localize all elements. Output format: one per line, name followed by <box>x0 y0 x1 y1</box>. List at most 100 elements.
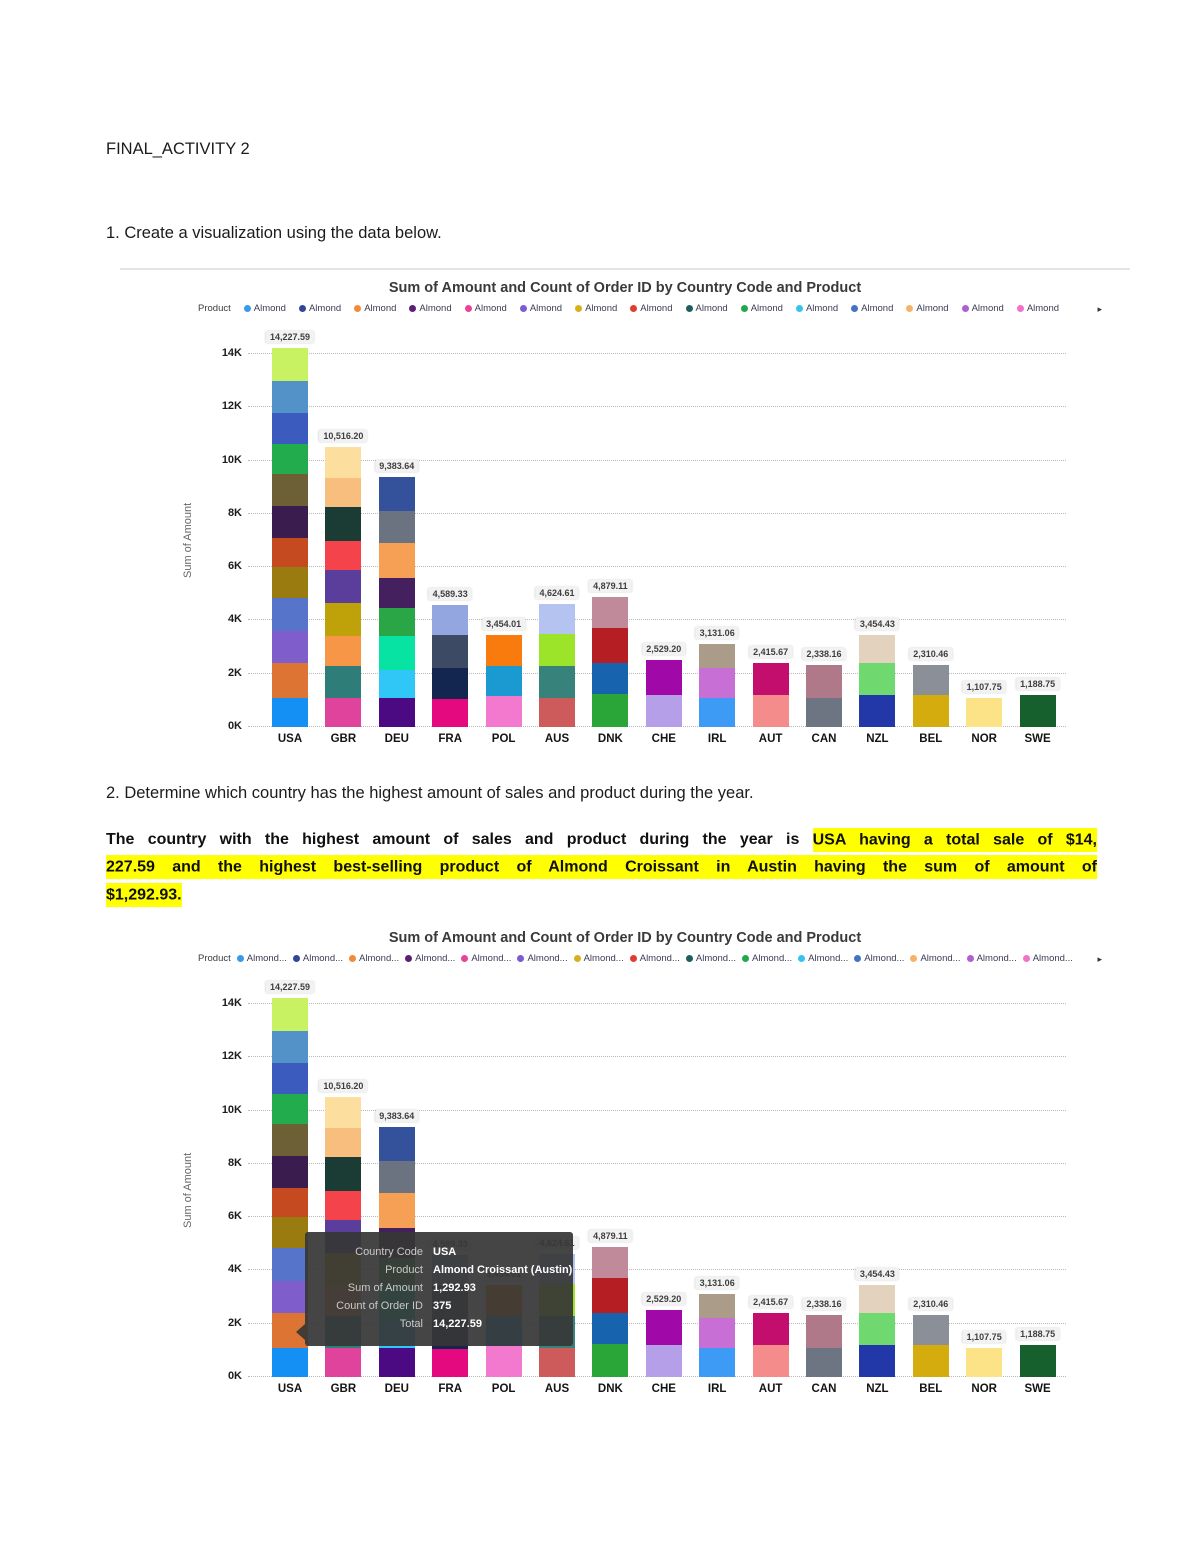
bar-segment[interactable] <box>325 603 362 637</box>
bar-segment[interactable] <box>752 1345 789 1377</box>
bar-segment[interactable] <box>272 412 308 445</box>
bar-segment[interactable] <box>912 665 949 696</box>
legend-item[interactable]: Almond... <box>405 953 455 964</box>
bar-segment[interactable] <box>325 446 362 478</box>
legend-overflow-arrow-icon[interactable]: ▸ <box>1097 954 1102 964</box>
bar-segment[interactable] <box>966 697 1003 727</box>
bar-segment[interactable] <box>272 1031 308 1063</box>
bar-segment[interactable] <box>272 537 308 568</box>
bar-segment[interactable] <box>806 664 842 698</box>
bar-segment[interactable] <box>699 1293 736 1319</box>
bar-segment[interactable] <box>699 1347 736 1377</box>
bar-segment[interactable] <box>272 381 308 413</box>
bar-segment[interactable] <box>378 669 415 698</box>
bar-segment[interactable] <box>1019 695 1056 727</box>
legend-item[interactable]: Almond... <box>461 953 511 964</box>
bar-segment[interactable] <box>806 1314 842 1348</box>
legend-item[interactable]: Almond... <box>1022 953 1073 964</box>
bar-segment[interactable] <box>272 1094 308 1124</box>
bar-segment[interactable] <box>378 1161 415 1194</box>
bar-segment[interactable] <box>432 668 469 700</box>
legend-item[interactable]: Almond... <box>349 953 399 964</box>
legend-item[interactable]: Almond... <box>910 953 961 964</box>
bar-segment[interactable] <box>966 1347 1003 1377</box>
bar-segment[interactable] <box>699 1318 736 1348</box>
bar-segment[interactable] <box>859 634 896 664</box>
legend-item[interactable]: Almond <box>961 303 1004 314</box>
bar-segment[interactable] <box>272 567 308 598</box>
legend-item[interactable]: Almond <box>409 303 452 314</box>
bar-segment[interactable] <box>378 1193 415 1228</box>
legend-overflow-arrow-icon[interactable]: ▸ <box>1097 304 1102 314</box>
legend-item[interactable]: Almond... <box>517 953 568 964</box>
bar-segment[interactable] <box>592 1313 629 1344</box>
bar-segment[interactable] <box>325 1157 362 1191</box>
bar-segment[interactable] <box>485 635 522 666</box>
legend-item[interactable]: Almond... <box>292 953 343 964</box>
legend-item[interactable]: Almond <box>740 303 783 314</box>
bar-segment[interactable] <box>272 1155 308 1188</box>
bar-segment[interactable] <box>272 444 308 474</box>
legend-item[interactable]: Almond... <box>573 953 624 964</box>
bar-segment[interactable] <box>806 1347 842 1377</box>
bar-segment[interactable] <box>378 697 415 727</box>
bar-segment[interactable] <box>485 665 522 697</box>
bar-segment[interactable] <box>859 1313 896 1346</box>
bar-segment[interactable] <box>592 693 629 727</box>
legend-item[interactable]: Almond <box>795 303 838 314</box>
bar-segment[interactable] <box>592 1343 629 1377</box>
legend-item[interactable]: Almond... <box>236 953 287 964</box>
bar-segment[interactable] <box>272 1347 308 1377</box>
bar-segment[interactable] <box>378 577 415 609</box>
legend-item[interactable]: Almond... <box>798 953 848 964</box>
bar-segment[interactable] <box>539 603 575 634</box>
bar-segment[interactable] <box>699 697 736 727</box>
bar-segment[interactable] <box>325 477 362 508</box>
bar-segment[interactable] <box>859 663 896 696</box>
bar-segment[interactable] <box>325 1347 362 1377</box>
bar-segment[interactable] <box>912 695 949 727</box>
bar-segment[interactable] <box>752 695 789 727</box>
bar-segment[interactable] <box>272 1062 308 1095</box>
bar-segment[interactable] <box>645 659 682 696</box>
legend-item[interactable]: Almond <box>464 303 507 314</box>
bar-segment[interactable] <box>432 635 469 669</box>
bar-segment[interactable] <box>325 697 362 727</box>
bar-segment[interactable] <box>432 604 469 636</box>
legend-item[interactable]: Almond... <box>742 953 792 964</box>
legend-item[interactable]: Almond... <box>966 953 1017 964</box>
bar-segment[interactable] <box>1019 1345 1056 1377</box>
legend-item[interactable]: Almond <box>851 303 893 314</box>
bar-segment[interactable] <box>325 507 362 541</box>
bar-segment[interactable] <box>272 505 308 538</box>
bar-segment[interactable] <box>592 597 629 629</box>
bar-segment[interactable] <box>325 569 362 604</box>
legend-item[interactable]: Almond <box>575 303 617 314</box>
bar-segment[interactable] <box>912 1315 949 1346</box>
bar-segment[interactable] <box>592 628 629 664</box>
bar-segment[interactable] <box>752 1312 789 1346</box>
bar-segment[interactable] <box>645 695 682 727</box>
bar-segment[interactable] <box>806 697 842 727</box>
bar-segment[interactable] <box>272 597 308 632</box>
bar-segment[interactable] <box>272 1123 308 1156</box>
legend-item[interactable]: Almond <box>243 303 286 314</box>
bar-segment[interactable] <box>859 1284 896 1314</box>
bar-segment[interactable] <box>272 631 308 663</box>
bar-segment[interactable] <box>645 1345 682 1377</box>
bar-segment[interactable] <box>378 608 415 637</box>
legend-item[interactable]: Almond <box>1016 303 1059 314</box>
bar-segment[interactable] <box>699 668 736 698</box>
bar-segment[interactable] <box>645 1309 682 1346</box>
bar-segment[interactable] <box>272 473 308 506</box>
legend-item[interactable]: Almond... <box>629 953 680 964</box>
bar-segment[interactable] <box>859 1345 896 1377</box>
bar-segment[interactable] <box>378 543 415 578</box>
bar-segment[interactable] <box>432 699 469 727</box>
bar-segment[interactable] <box>378 477 415 512</box>
bar-segment[interactable] <box>539 1347 575 1377</box>
bar-segment[interactable] <box>859 695 896 727</box>
bar-segment[interactable] <box>752 662 789 696</box>
bar-segment[interactable] <box>272 1281 308 1313</box>
bar-segment[interactable] <box>539 697 575 727</box>
